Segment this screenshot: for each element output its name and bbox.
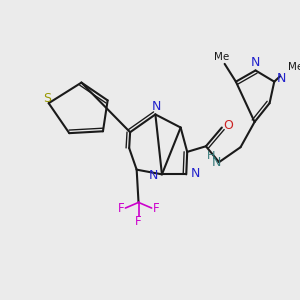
Text: Me: Me <box>214 52 230 62</box>
Text: F: F <box>153 202 160 214</box>
Text: S: S <box>43 92 51 105</box>
Text: F: F <box>117 202 124 214</box>
Text: N: N <box>251 56 260 70</box>
Text: N: N <box>152 100 161 113</box>
Text: N: N <box>212 156 221 169</box>
Text: N: N <box>149 169 158 182</box>
Text: O: O <box>224 119 233 132</box>
Text: Me: Me <box>288 62 300 72</box>
Text: H: H <box>206 151 215 160</box>
Text: N: N <box>277 72 286 86</box>
Text: F: F <box>135 214 142 228</box>
Text: N: N <box>191 167 200 180</box>
